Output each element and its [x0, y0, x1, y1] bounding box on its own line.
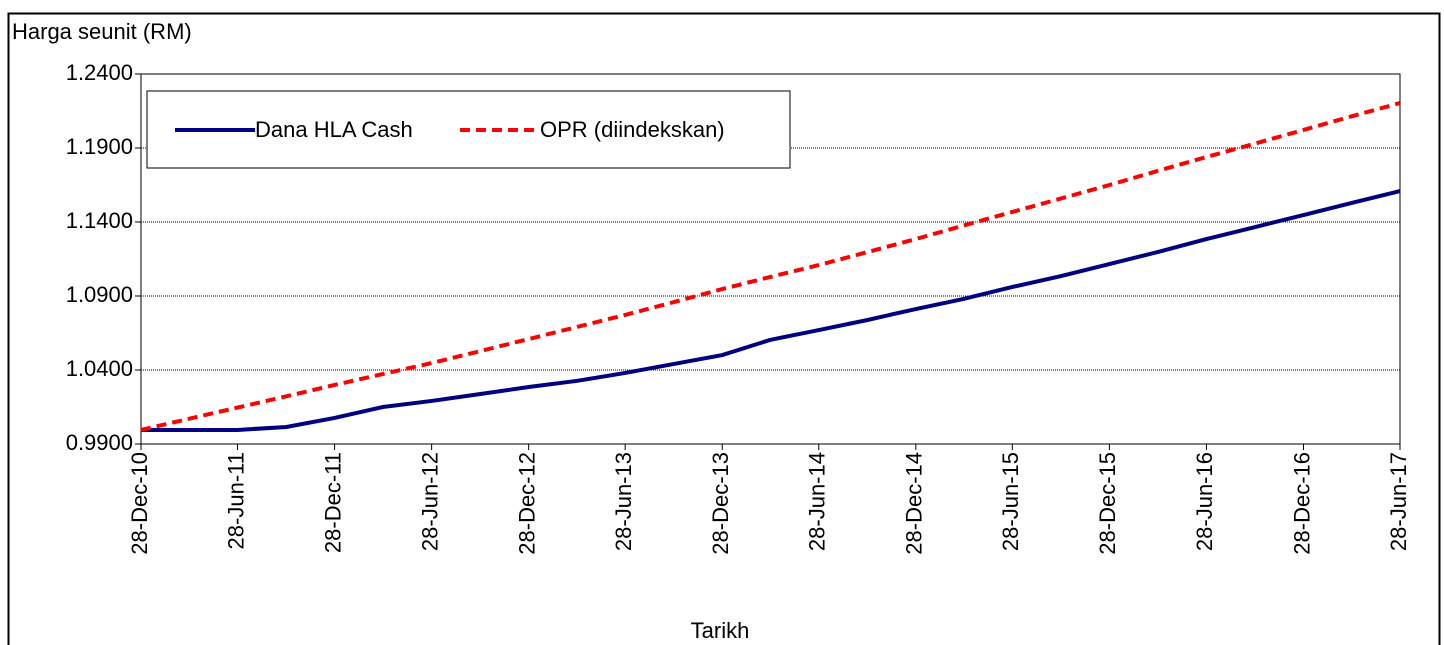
- y-tick-label: 0.9900: [66, 430, 133, 455]
- x-tick-label: 28-Jun-13: [611, 452, 636, 551]
- y-axis-title: Harga seunit (RM): [12, 19, 192, 44]
- series-line: [141, 189, 1401, 432]
- x-tick-label: 28-Dec-15: [1095, 452, 1120, 555]
- y-tick-label: 1.1400: [66, 208, 133, 233]
- y-tick-label: 1.0900: [66, 282, 133, 307]
- x-tick-label: 28-Jun-16: [1192, 452, 1217, 551]
- x-tick-label: 28-Jun-15: [998, 452, 1023, 551]
- y-tick-label: 1.0400: [66, 356, 133, 381]
- x-tick-label: 28-Dec-10: [127, 452, 152, 555]
- legend-label: OPR (diindekskan): [540, 117, 725, 142]
- x-tick-label: 28-Dec-11: [320, 452, 345, 553]
- x-tick-label: 28-Dec-12: [514, 452, 539, 555]
- legend-label: Dana HLA Cash: [255, 117, 413, 142]
- frame: [7, 12, 1441, 645]
- x-tick-label: 28-Jun-17: [1386, 452, 1411, 551]
- x-tick-label: 28-Dec-14: [902, 452, 927, 555]
- x-tick-label: 28-Dec-13: [708, 452, 733, 555]
- plot-area: [140, 73, 1401, 445]
- x-tick-label: 28-Dec-16: [1289, 452, 1314, 555]
- x-tick-label: 28-Jun-11: [223, 452, 248, 549]
- x-tick-label: 28-Jun-14: [805, 452, 830, 551]
- x-axis-title: Tarikh: [691, 618, 750, 643]
- y-tick-label: 1.1900: [66, 134, 133, 159]
- x-tick-label: 28-Jun-12: [417, 452, 442, 551]
- y-tick-label: 1.2400: [66, 60, 133, 85]
- series-line: [140, 101, 1401, 432]
